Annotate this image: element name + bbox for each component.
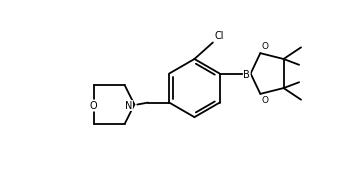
Text: Cl: Cl [215, 31, 224, 40]
Text: O: O [261, 42, 268, 51]
Text: O: O [90, 101, 97, 111]
Text: N: N [125, 101, 132, 111]
Text: B: B [244, 69, 250, 80]
Text: O: O [261, 96, 268, 105]
